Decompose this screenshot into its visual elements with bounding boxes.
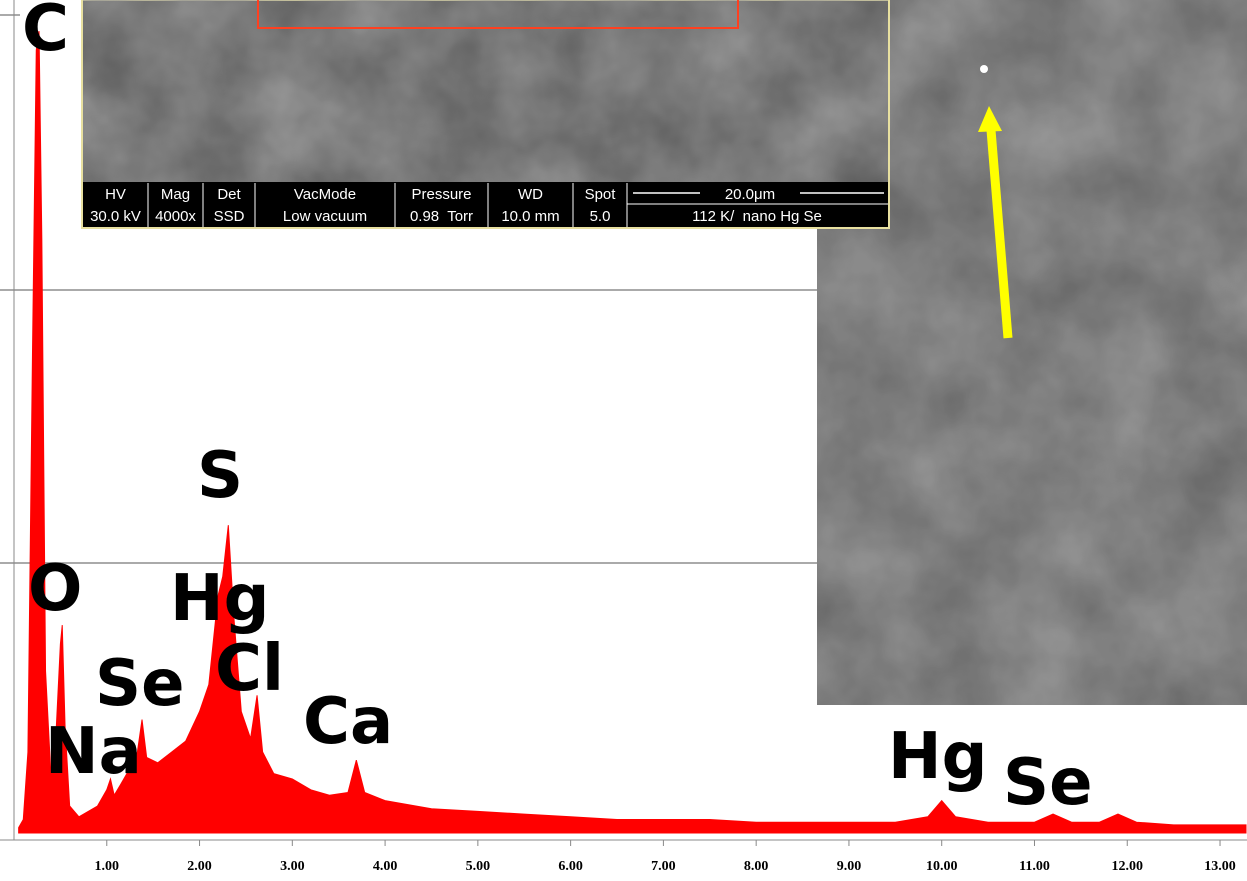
peak-label: Ca (303, 685, 393, 759)
x-tick-label: 6.00 (558, 859, 583, 874)
x-tick-label: 3.00 (280, 859, 305, 874)
info-header: WD (518, 186, 543, 203)
info-header: Det (217, 186, 241, 203)
x-tick-label: 12.00 (1112, 859, 1144, 874)
x-tick-label: 8.00 (744, 859, 769, 874)
x-tick-label: 9.00 (837, 859, 862, 874)
info-value: 4000x (155, 208, 196, 225)
info-header: Spot (585, 186, 617, 203)
sample-label: 112 K/ nano Hg Se (692, 208, 822, 225)
peak-label: Se (1003, 746, 1093, 820)
x-tick-label: 11.00 (1019, 859, 1050, 874)
x-tick-label: 2.00 (187, 859, 212, 874)
info-header: Mag (161, 186, 190, 203)
x-tick-label: 7.00 (651, 859, 676, 874)
info-value: 5.0 (590, 208, 611, 225)
peak-label: S (197, 439, 243, 513)
x-tick-label: 13.00 (1204, 859, 1236, 874)
figure: 1.00 2.00 3.00 4.00 5.00 6.00 7.00 8.00 9.00 10.0… (0, 0, 1247, 881)
peak-label: C (22, 0, 69, 66)
peak-label: Cl (215, 632, 284, 706)
info-value: 30.0 kV (90, 208, 141, 225)
info-value: Low vacuum (283, 208, 367, 225)
x-tick-label: 5.00 (466, 859, 491, 874)
x-tick-label: 1.00 (95, 859, 120, 874)
info-value: 0.98 Torr (410, 208, 473, 225)
peak-label: Hg (170, 562, 269, 636)
peak-label: Na (45, 715, 142, 789)
peak-label: O (28, 552, 82, 626)
peak-label: Hg (888, 720, 987, 794)
info-value: 10.0 mm (501, 208, 559, 225)
peak-label: Se (95, 647, 185, 721)
scale-label: 20.0μm (725, 186, 775, 203)
info-header: HV (105, 186, 126, 203)
x-tick-label: 10.00 (926, 859, 958, 874)
info-header: Pressure (411, 186, 471, 203)
x-tick-label: 4.00 (373, 859, 398, 874)
particle (980, 65, 988, 73)
info-value: SSD (214, 208, 245, 225)
info-header: VacMode (294, 186, 356, 203)
